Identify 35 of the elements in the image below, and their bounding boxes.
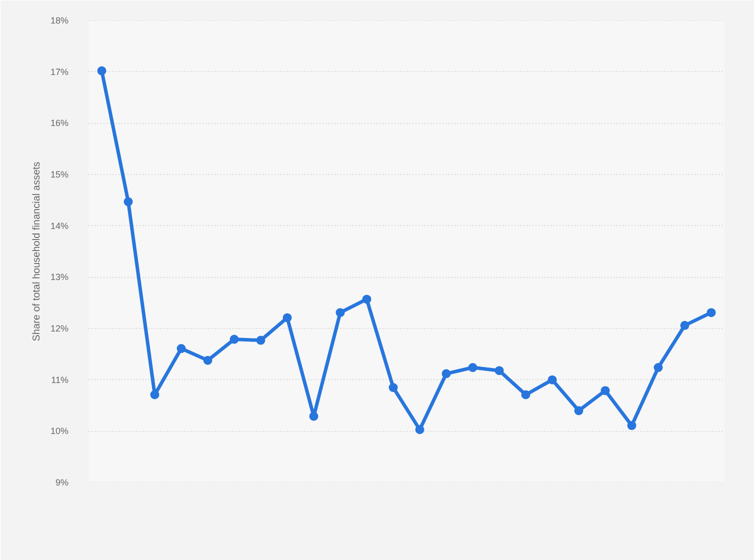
y-axis-title: Share of total household financial assets <box>31 162 42 342</box>
point <box>494 366 504 376</box>
point <box>627 421 636 430</box>
y-tick-label: 12% <box>50 324 68 334</box>
y-tick-label: 13% <box>50 272 68 282</box>
point <box>442 369 451 378</box>
y-tick-label: 17% <box>50 66 68 77</box>
y-tick-label: 9% <box>55 478 69 488</box>
point <box>256 336 266 345</box>
y-tick-label: 14% <box>50 220 68 231</box>
point <box>309 412 318 421</box>
y-tick-label: 18% <box>50 16 68 26</box>
y-tick-label: 16% <box>50 118 68 128</box>
point <box>415 425 424 434</box>
y-tick-label: 15% <box>50 170 68 180</box>
point <box>124 197 133 206</box>
point <box>150 390 160 400</box>
y-tick-label: 11% <box>51 374 69 385</box>
point <box>388 383 398 392</box>
point <box>203 356 212 365</box>
point <box>548 375 557 384</box>
point <box>574 406 584 416</box>
point <box>521 390 530 400</box>
point <box>600 386 610 396</box>
y-tick-label: 10% <box>50 426 68 436</box>
point <box>336 308 345 318</box>
point <box>97 66 106 76</box>
point <box>680 320 690 330</box>
point <box>654 363 663 372</box>
point <box>706 308 716 318</box>
point <box>176 344 186 354</box>
point <box>230 334 239 344</box>
point <box>282 313 292 322</box>
point <box>468 363 478 372</box>
point <box>362 294 372 304</box>
